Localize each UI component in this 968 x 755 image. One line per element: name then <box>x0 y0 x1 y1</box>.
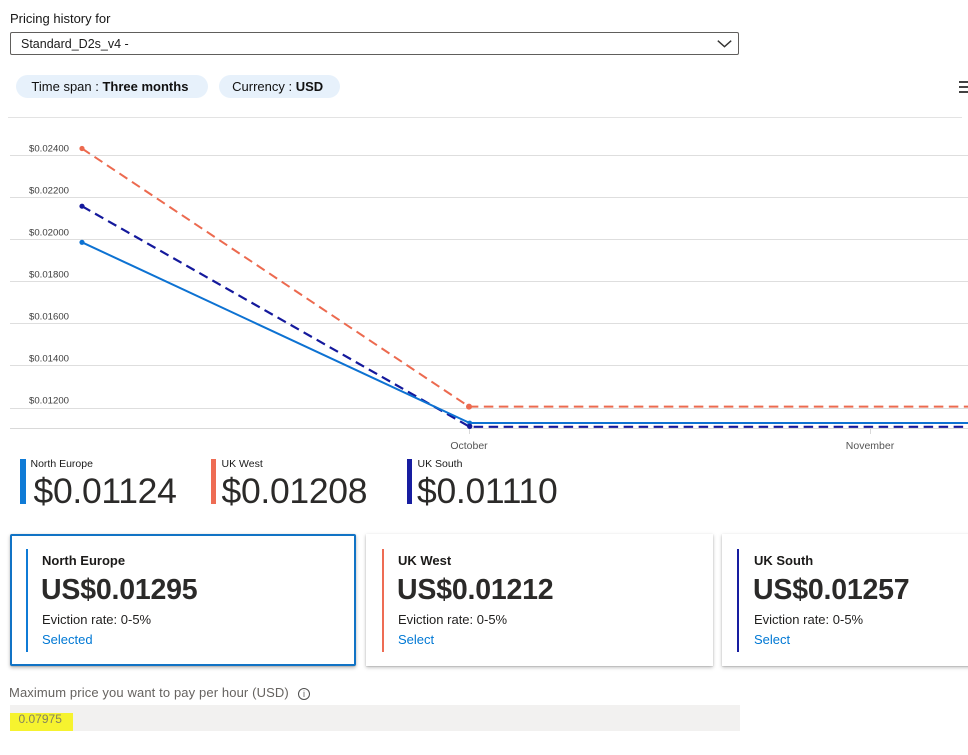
svg-text:$0.02200: $0.02200 <box>29 186 69 197</box>
svg-text:$0.02000: $0.02000 <box>29 228 69 239</box>
svg-text:$0.02400: $0.02400 <box>29 144 69 155</box>
svg-text:$0.01400: $0.01400 <box>29 354 69 365</box>
svg-text:$0.01600: $0.01600 <box>29 312 69 323</box>
svg-text:October: October <box>450 440 488 452</box>
svg-text:November: November <box>846 440 895 452</box>
svg-text:$0.01800: $0.01800 <box>29 270 69 281</box>
svg-text:$0.01200: $0.01200 <box>29 396 69 407</box>
